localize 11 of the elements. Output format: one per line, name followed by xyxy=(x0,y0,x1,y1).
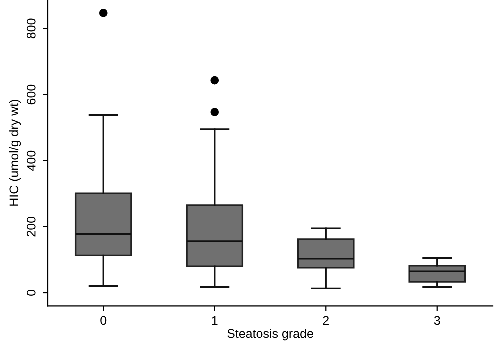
y-tick-label: 400 xyxy=(26,150,36,172)
y-tick-label: 0 xyxy=(26,290,36,296)
x-tick-label: 2 xyxy=(323,316,329,325)
y-axis-title: HIC (umol/g dry wt) xyxy=(9,100,22,206)
x-tick-label: 0 xyxy=(100,316,107,326)
x-axis-title: Steatosis grade xyxy=(228,328,314,341)
x-tick-label: 1 xyxy=(212,316,218,325)
y-tick-label: 800 xyxy=(26,18,36,39)
y-tick-label: 200 xyxy=(26,216,36,237)
y-tick-label: 600 xyxy=(26,84,36,105)
x-tick-label: 3 xyxy=(434,316,440,326)
